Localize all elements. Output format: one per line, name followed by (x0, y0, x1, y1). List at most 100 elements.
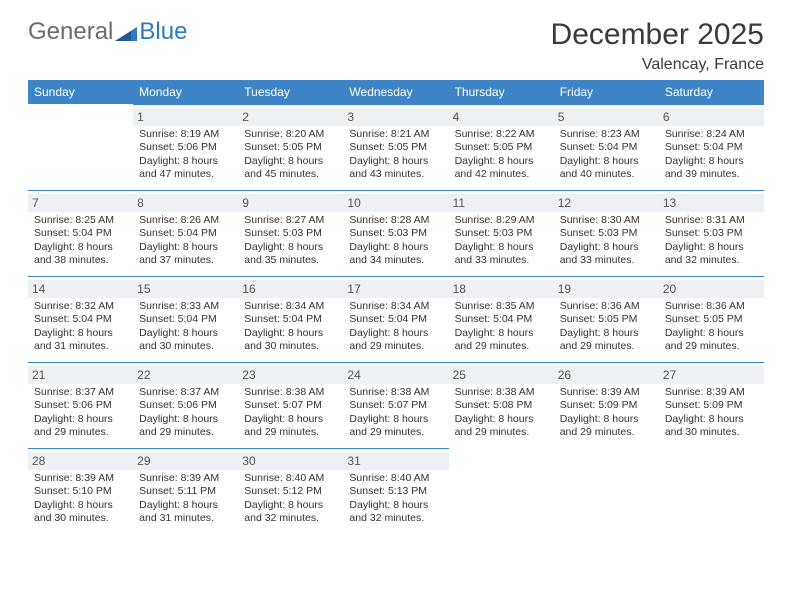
day-details: Sunrise: 8:19 AMSunset: 5:06 PMDaylight:… (139, 128, 232, 182)
day-details: Sunrise: 8:28 AMSunset: 5:03 PMDaylight:… (349, 214, 442, 268)
sunset-line: Sunset: 5:04 PM (34, 313, 127, 326)
day-number: 30 (238, 452, 343, 470)
sunrise-line: Sunrise: 8:33 AM (139, 300, 232, 313)
day-cell: 24 Sunrise: 8:38 AMSunset: 5:07 PMDayligh… (343, 362, 448, 448)
day-details: Sunrise: 8:33 AMSunset: 5:04 PMDaylight:… (139, 300, 232, 354)
calendar-row: 7 Sunrise: 8:25 AMSunset: 5:04 PMDaylight… (28, 190, 764, 276)
day-details: Sunrise: 8:30 AMSunset: 5:03 PMDaylight:… (560, 214, 653, 268)
calendar-cell: 8Sunrise: 8:26 AMSunset: 5:04 PMDaylight… (133, 190, 238, 276)
calendar-cell: 26Sunrise: 8:39 AMSunset: 5:09 PMDayligh… (554, 362, 659, 448)
day-number: 29 (133, 452, 238, 470)
calendar-cell: 31Sunrise: 8:40 AMSunset: 5:13 PMDayligh… (343, 448, 448, 534)
daylight-line: Daylight: 8 hours and 32 minutes. (349, 499, 442, 526)
sunset-line: Sunset: 5:10 PM (34, 485, 127, 498)
sunset-line: Sunset: 5:09 PM (560, 399, 653, 412)
day-number: 22 (133, 366, 238, 384)
day-number: 20 (659, 280, 764, 298)
sunrise-line: Sunrise: 8:39 AM (34, 472, 127, 485)
sunset-line: Sunset: 5:05 PM (349, 141, 442, 154)
day-number: 27 (659, 366, 764, 384)
day-details: Sunrise: 8:22 AMSunset: 5:05 PMDaylight:… (455, 128, 548, 182)
day-details: Sunrise: 8:25 AMSunset: 5:04 PMDaylight:… (34, 214, 127, 268)
day-cell: 3Sunrise: 8:21 AMSunset: 5:05 PMDaylight… (343, 104, 448, 190)
sunset-line: Sunset: 5:08 PM (455, 399, 548, 412)
day-number: 12 (554, 194, 659, 212)
daylight-line: Daylight: 8 hours and 37 minutes. (139, 241, 232, 268)
calendar-cell: 10 Sunrise: 8:28 AMSunset: 5:03 PMDayligh… (343, 190, 448, 276)
day-number: 25 (449, 366, 554, 384)
daylight-line: Daylight: 8 hours and 31 minutes. (34, 327, 127, 354)
day-details: Sunrise: 8:38 AMSunset: 5:07 PMDaylight:… (244, 386, 337, 440)
sunset-line: Sunset: 5:03 PM (349, 227, 442, 240)
day-cell: 16Sunrise: 8:34 AMSunset: 5:04 PMDayligh… (238, 276, 343, 362)
day-details: Sunrise: 8:34 AMSunset: 5:04 PMDaylight:… (244, 300, 337, 354)
sunset-line: Sunset: 5:03 PM (455, 227, 548, 240)
calendar-cell (554, 448, 659, 534)
calendar-cell (449, 448, 554, 534)
daylight-line: Daylight: 8 hours and 45 minutes. (244, 155, 337, 182)
sunrise-line: Sunrise: 8:31 AM (665, 214, 758, 227)
calendar-cell: 18Sunrise: 8:35 AMSunset: 5:04 PMDayligh… (449, 276, 554, 362)
sunrise-line: Sunrise: 8:36 AM (665, 300, 758, 313)
calendar-cell: 28Sunrise: 8:39 AMSunset: 5:10 PMDayligh… (28, 448, 133, 534)
daylight-line: Daylight: 8 hours and 29 minutes. (349, 327, 442, 354)
brand-triangle-icon (115, 23, 137, 41)
sunset-line: Sunset: 5:06 PM (139, 399, 232, 412)
daylight-line: Daylight: 8 hours and 35 minutes. (244, 241, 337, 268)
day-details: Sunrise: 8:38 AMSunset: 5:07 PMDaylight:… (349, 386, 442, 440)
day-details: Sunrise: 8:23 AMSunset: 5:04 PMDaylight:… (560, 128, 653, 182)
day-details: Sunrise: 8:40 AMSunset: 5:12 PMDaylight:… (244, 472, 337, 526)
day-number: 11 (449, 194, 554, 212)
sunrise-line: Sunrise: 8:38 AM (455, 386, 548, 399)
daylight-line: Daylight: 8 hours and 43 minutes. (349, 155, 442, 182)
calendar-cell: 27Sunrise: 8:39 AMSunset: 5:09 PMDayligh… (659, 362, 764, 448)
sunset-line: Sunset: 5:06 PM (139, 141, 232, 154)
day-details: Sunrise: 8:37 AMSunset: 5:06 PMDaylight:… (139, 386, 232, 440)
calendar-cell: 16Sunrise: 8:34 AMSunset: 5:04 PMDayligh… (238, 276, 343, 362)
calendar-cell: 11 Sunrise: 8:29 AMSunset: 5:03 PMDayligh… (449, 190, 554, 276)
day-details: Sunrise: 8:32 AMSunset: 5:04 PMDaylight:… (34, 300, 127, 354)
day-number: 13 (659, 194, 764, 212)
daylight-line: Daylight: 8 hours and 31 minutes. (139, 499, 232, 526)
day-cell: 5Sunrise: 8:23 AMSunset: 5:04 PMDaylight… (554, 104, 659, 190)
calendar-cell: 3Sunrise: 8:21 AMSunset: 5:05 PMDaylight… (343, 104, 448, 190)
sunset-line: Sunset: 5:04 PM (455, 313, 548, 326)
sunrise-line: Sunrise: 8:39 AM (665, 386, 758, 399)
day-cell: 7 Sunrise: 8:25 AMSunset: 5:04 PMDaylight… (28, 190, 133, 276)
day-number: 24 (343, 366, 448, 384)
day-cell: 9Sunrise: 8:27 AMSunset: 5:03 PMDaylight… (238, 190, 343, 276)
day-cell: 31Sunrise: 8:40 AMSunset: 5:13 PMDayligh… (343, 448, 448, 534)
daylight-line: Daylight: 8 hours and 40 minutes. (560, 155, 653, 182)
weekday-header: Wednesday (343, 80, 448, 104)
sunrise-line: Sunrise: 8:23 AM (560, 128, 653, 141)
daylight-line: Daylight: 8 hours and 29 minutes. (560, 413, 653, 440)
daylight-line: Daylight: 8 hours and 30 minutes. (244, 327, 337, 354)
day-number: 17 (343, 280, 448, 298)
daylight-line: Daylight: 8 hours and 38 minutes. (34, 241, 127, 268)
day-details: Sunrise: 8:38 AMSunset: 5:08 PMDaylight:… (455, 386, 548, 440)
day-details: Sunrise: 8:39 AMSunset: 5:11 PMDaylight:… (139, 472, 232, 526)
sunrise-line: Sunrise: 8:24 AM (665, 128, 758, 141)
calendar-cell: 9Sunrise: 8:27 AMSunset: 5:03 PMDaylight… (238, 190, 343, 276)
calendar-cell: 6Sunrise: 8:24 AMSunset: 5:04 PMDaylight… (659, 104, 764, 190)
calendar-cell: 15Sunrise: 8:33 AMSunset: 5:04 PMDayligh… (133, 276, 238, 362)
sunset-line: Sunset: 5:06 PM (34, 399, 127, 412)
day-details: Sunrise: 8:31 AMSunset: 5:03 PMDaylight:… (665, 214, 758, 268)
day-cell: 6Sunrise: 8:24 AMSunset: 5:04 PMDaylight… (659, 104, 764, 190)
header: General Blue December 2025 Valencay, Fra… (28, 18, 764, 74)
daylight-line: Daylight: 8 hours and 30 minutes. (139, 327, 232, 354)
day-number: 4 (449, 108, 554, 126)
day-cell: 4 Sunrise: 8:22 AMSunset: 5:05 PMDaylight… (449, 104, 554, 190)
day-cell: 19Sunrise: 8:36 AMSunset: 5:05 PMDayligh… (554, 276, 659, 362)
daylight-line: Daylight: 8 hours and 33 minutes. (455, 241, 548, 268)
sunrise-line: Sunrise: 8:20 AM (244, 128, 337, 141)
brand-general: General (28, 18, 113, 46)
title-block: December 2025 Valencay, France (551, 18, 764, 74)
sunrise-line: Sunrise: 8:38 AM (244, 386, 337, 399)
sunset-line: Sunset: 5:04 PM (244, 313, 337, 326)
sunset-line: Sunset: 5:13 PM (349, 485, 442, 498)
day-number: 10 (343, 194, 448, 212)
day-number: 7 (28, 194, 133, 212)
day-details: Sunrise: 8:29 AMSunset: 5:03 PMDaylight:… (455, 214, 548, 268)
calendar-cell: 14Sunrise: 8:32 AMSunset: 5:04 PMDayligh… (28, 276, 133, 362)
